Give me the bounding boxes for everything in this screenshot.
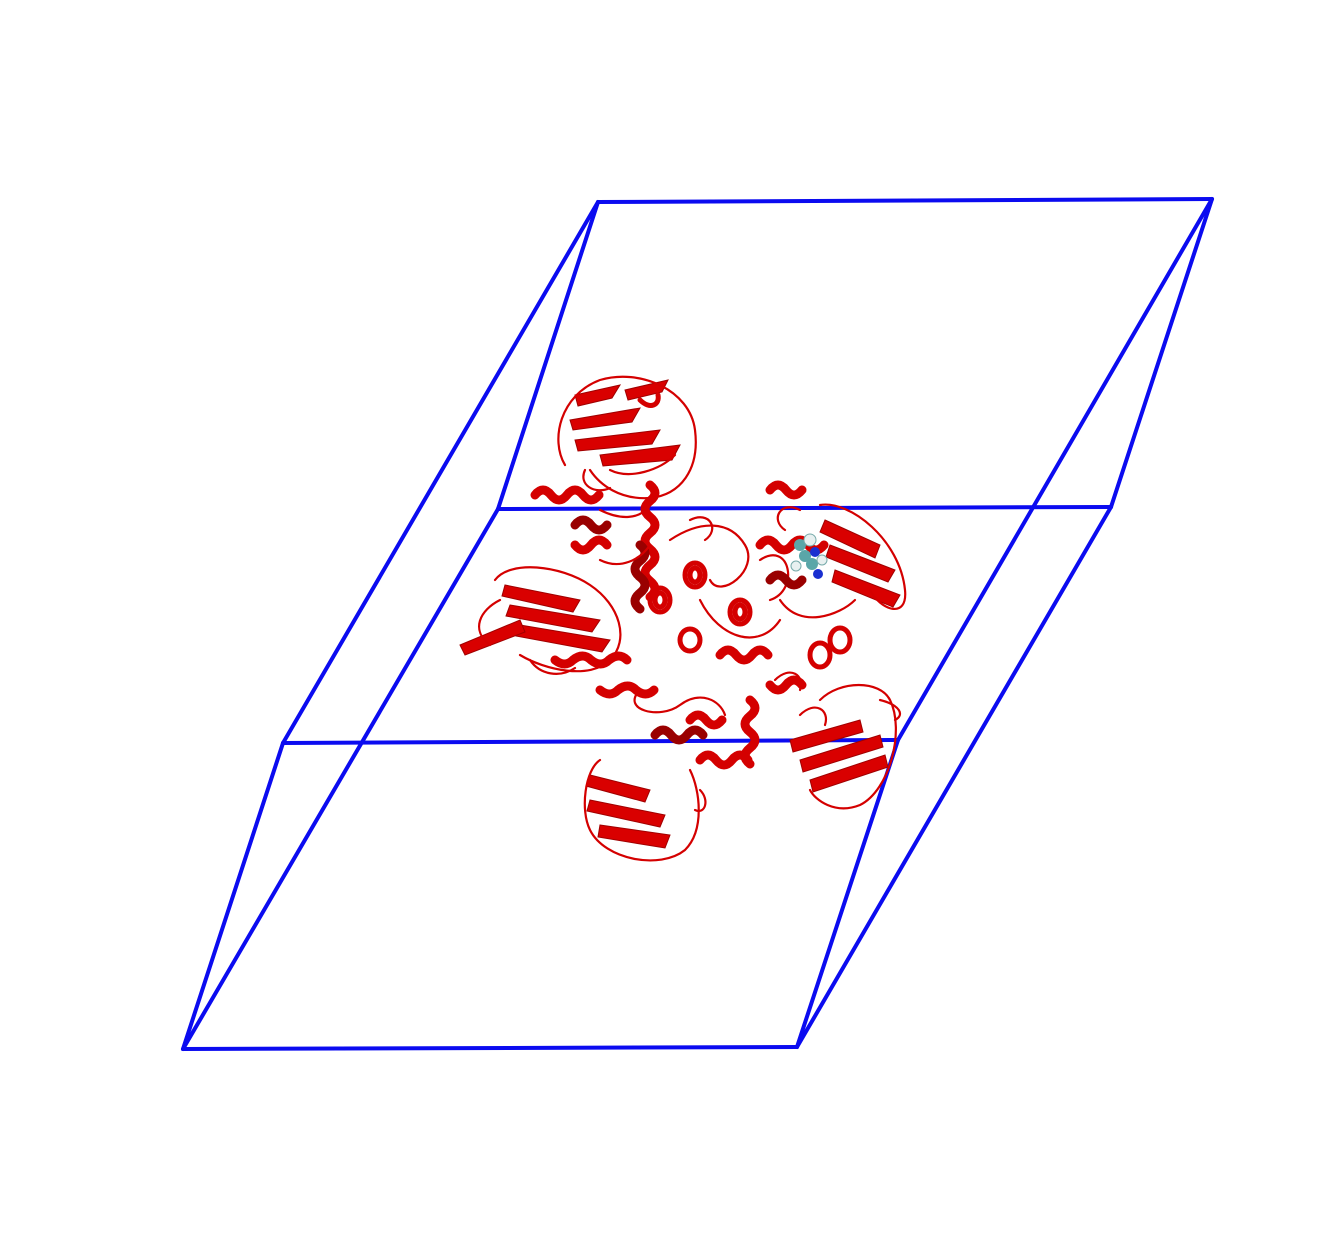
helix-core: [550, 516, 853, 699]
beta-domain-right: [755, 480, 907, 619]
box-edge: [181, 1045, 799, 1051]
box-edge: [596, 197, 1214, 204]
box-edge: [181, 741, 285, 1051]
linker-lower: [633, 671, 807, 769]
box-edge: [496, 200, 600, 511]
box-edge: [281, 200, 600, 745]
beta-domain-left: [459, 566, 622, 675]
box-edge: [496, 505, 1113, 511]
ligand-spheres[interactable]: [790, 533, 828, 579]
box-edge: [1109, 197, 1214, 509]
beta-domain-bottom-right: [789, 683, 902, 810]
protein-cartoon[interactable]: [459, 375, 907, 862]
beta-domain-top: [557, 375, 697, 500]
box-edge: [896, 197, 1214, 742]
box-edge: [795, 738, 900, 1049]
helix-cluster-left: [530, 480, 660, 614]
beta-domain-bottom: [583, 750, 753, 862]
box-edge: [795, 505, 1113, 1049]
simulation-box: [181, 197, 1214, 1051]
box-edge: [181, 507, 500, 1051]
